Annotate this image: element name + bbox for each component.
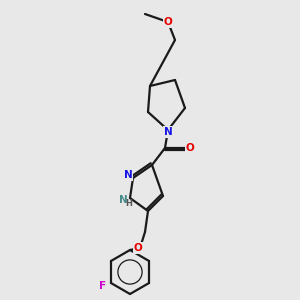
Text: N: N	[164, 127, 172, 137]
Text: H: H	[126, 200, 132, 208]
Text: N: N	[118, 195, 127, 205]
Text: O: O	[186, 143, 194, 153]
Text: O: O	[134, 243, 142, 253]
Text: N: N	[124, 170, 132, 180]
Text: F: F	[99, 281, 106, 291]
Text: O: O	[164, 17, 172, 27]
